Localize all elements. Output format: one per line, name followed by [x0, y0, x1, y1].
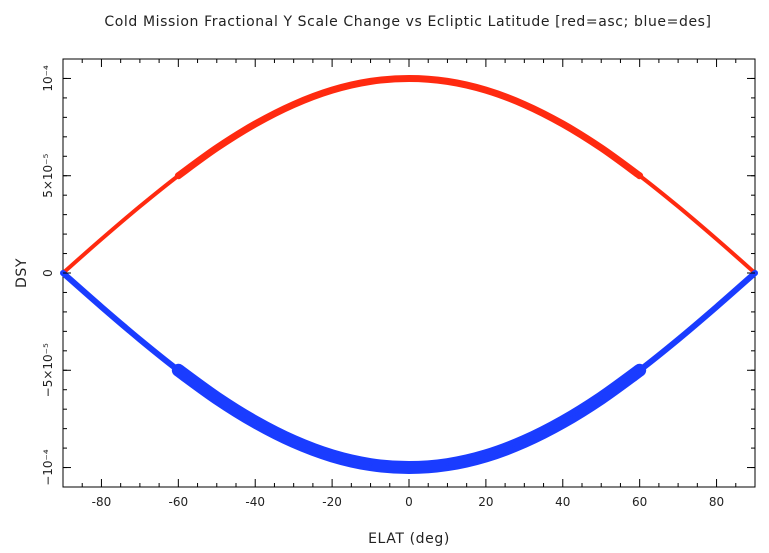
series-des-point: [638, 368, 642, 372]
series-asc-point: [215, 146, 219, 150]
series-des-point: [292, 439, 296, 443]
y-axis-label: DSY: [14, 258, 30, 288]
series-des-tail: [62, 272, 756, 469]
series-asc-point: [176, 174, 180, 178]
series-asc-tail: [62, 77, 756, 274]
series-asc-point: [715, 237, 719, 241]
series-des-point: [253, 420, 257, 424]
y-tick-label: −10⁻⁴: [41, 449, 55, 486]
series-asc-point: [369, 79, 373, 83]
y-tick-label: 0: [41, 269, 55, 277]
series-asc-point: [292, 103, 296, 107]
x-tick-label: 20: [478, 495, 493, 509]
series-des-point: [522, 439, 526, 443]
plot-frame: [62, 58, 756, 488]
series-asc-point: [599, 146, 603, 150]
x-tick-label: -40: [245, 495, 265, 509]
series-des-point: [369, 463, 373, 467]
series-asc-point: [407, 76, 411, 80]
series-asc-point: [99, 237, 103, 241]
series-asc-point: [561, 122, 565, 126]
series-asc-point: [484, 88, 488, 92]
series-des-point: [676, 338, 680, 342]
x-axis: -80 -60 -40 -20 0 20 40 60 80: [62, 59, 756, 509]
series-des-point: [599, 396, 603, 400]
series-des-point: [176, 368, 180, 372]
series-asc-point: [638, 174, 642, 178]
series-des-point: [215, 396, 219, 400]
series-group: [60, 74, 758, 475]
series-des-point: [561, 420, 565, 424]
series-asc-band: [174, 74, 644, 180]
y-tick-label: 5×10⁻⁵: [41, 153, 55, 197]
series-des-line: [60, 270, 758, 471]
y-tick-label: −5×10⁻⁵: [41, 343, 55, 397]
x-tick-label: -60: [169, 495, 189, 509]
x-axis-label: ELAT (deg): [368, 531, 450, 547]
x-tick-label: 80: [709, 495, 724, 509]
x-tick-label: -80: [92, 495, 112, 509]
series-des-band: [171, 363, 647, 475]
series-des-point: [445, 463, 449, 467]
series-des-point: [407, 466, 411, 470]
x-tick-label: -20: [322, 495, 342, 509]
series-asc-point: [330, 88, 334, 92]
series-des-point: [715, 305, 719, 309]
series-asc-point: [676, 204, 680, 208]
y-axis: 10⁻⁴ 5×10⁻⁵ 0 −5×10⁻⁵ −10⁻⁴: [41, 65, 755, 486]
series-des-point: [330, 454, 334, 458]
series-asc-point: [138, 204, 142, 208]
series-asc-point: [445, 79, 449, 83]
series-asc-point: [253, 122, 257, 126]
x-tick-label: 40: [555, 495, 570, 509]
series-des-point: [99, 305, 103, 309]
series-asc-line: [61, 76, 757, 275]
series-des-point: [138, 338, 142, 342]
series-des-point: [484, 454, 488, 458]
x-tick-label: 0: [405, 495, 413, 509]
x-tick-label: 60: [632, 495, 647, 509]
y-tick-label: 10⁻⁴: [41, 65, 55, 92]
chart-title: Cold Mission Fractional Y Scale Change v…: [104, 14, 711, 30]
series-asc-point: [522, 103, 526, 107]
